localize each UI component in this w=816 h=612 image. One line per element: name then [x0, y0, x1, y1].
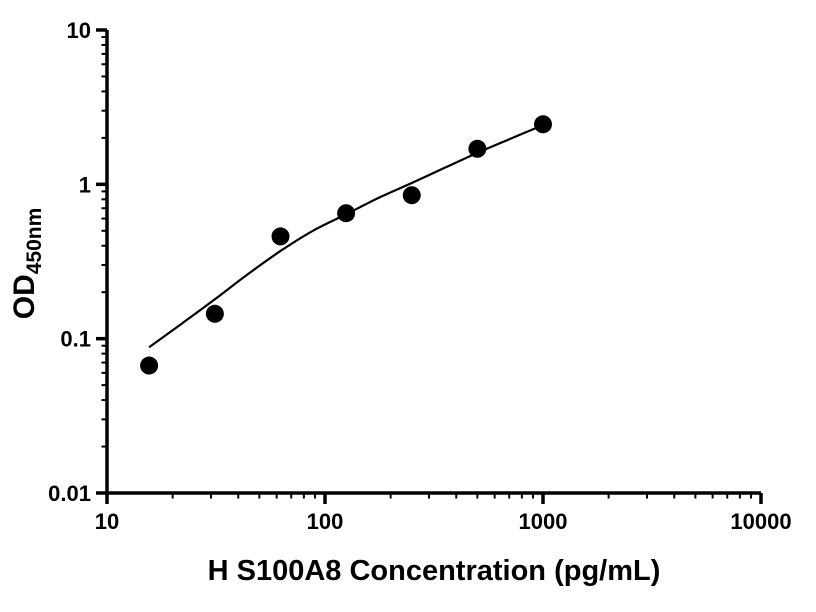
y-tick-label: 1 [79, 172, 91, 197]
x-tick-label: 100 [307, 509, 344, 534]
y-tick-label: 0.01 [48, 481, 91, 506]
data-point [468, 139, 487, 158]
data-point [271, 227, 290, 246]
data-point [337, 204, 356, 223]
data-point [140, 356, 159, 375]
x-tick-label: 10000 [730, 509, 791, 534]
y-tick-label: 10 [67, 18, 91, 43]
y-axis-label: OD450nm [8, 208, 46, 320]
y-axis-label-main: OD [8, 274, 41, 319]
x-axis-label: H S100A8 Concentration (pg/mL) [208, 555, 661, 587]
y-axis-label-subscript: 450nm [23, 208, 46, 275]
x-tick-label: 1000 [519, 509, 568, 534]
data-point [205, 304, 224, 323]
axis-lines [105, 30, 761, 495]
y-tick-label: 0.1 [60, 327, 91, 352]
x-tick-label: 10 [95, 509, 119, 534]
data-point [534, 115, 552, 134]
data-point [402, 186, 421, 205]
